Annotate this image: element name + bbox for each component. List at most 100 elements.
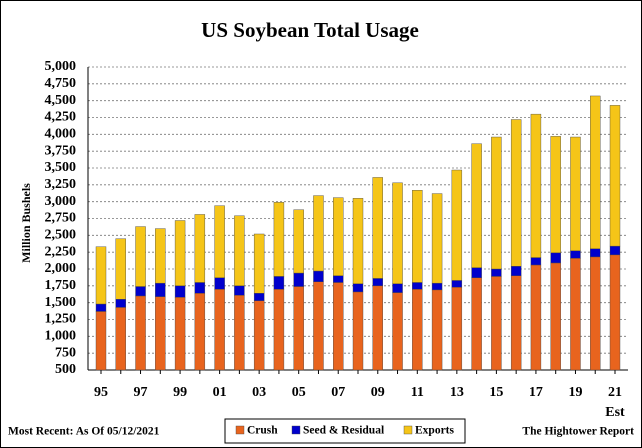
- bar-segment: [392, 283, 403, 293]
- bar-segment: [471, 143, 482, 268]
- bar-segment: [530, 113, 542, 258]
- bar-segment: [590, 256, 601, 371]
- x-tick-label: 17: [529, 385, 543, 400]
- bar-segment: [510, 275, 522, 371]
- x-tick-label: 15: [489, 385, 503, 400]
- bar-segment: [412, 289, 423, 371]
- bar-segment: [115, 299, 126, 308]
- x-tick-label: 95: [94, 385, 108, 400]
- y-tick-label: 2,250: [45, 244, 77, 259]
- legend-label: Crush: [247, 425, 278, 437]
- bar-segment: [550, 136, 561, 254]
- bar-segment: [352, 198, 364, 285]
- bar-segment: [491, 276, 502, 371]
- y-tick-label: 5,000: [45, 59, 77, 74]
- legend-swatch: [291, 425, 301, 435]
- bar-segment: [570, 250, 581, 259]
- bar-segment: [372, 177, 383, 279]
- y-tick-label: 4,500: [45, 93, 77, 108]
- x-tick-label: 01: [213, 385, 227, 400]
- x-tick-label: 07: [331, 385, 345, 400]
- x-tick-label: 05: [292, 385, 306, 400]
- y-tick-label: 500: [55, 362, 76, 377]
- bar-segment: [372, 285, 383, 371]
- bar-segment: [570, 258, 581, 371]
- bar-segment: [155, 282, 166, 297]
- bar-segment: [590, 248, 601, 258]
- bar-segment: [95, 246, 107, 305]
- bar-segment: [451, 286, 463, 371]
- bar-segment: [253, 293, 265, 301]
- bar-segment: [214, 277, 225, 290]
- bar-segment: [471, 267, 482, 278]
- y-tick-label: 3,000: [45, 194, 77, 209]
- bar-segment: [135, 295, 146, 371]
- bar-segment: [155, 228, 166, 284]
- bar-segment: [174, 220, 186, 287]
- bar-segment: [471, 277, 482, 371]
- x-tick-label: 21: [608, 385, 622, 400]
- bar-segment: [431, 282, 443, 291]
- x-tick-label: 11: [411, 385, 424, 400]
- bar-segment: [352, 291, 364, 371]
- bar-segment: [234, 295, 245, 371]
- y-tick-label: 4,250: [45, 110, 77, 125]
- bar-segment: [451, 169, 463, 281]
- bar-segment: [333, 275, 344, 283]
- bar-segment: [530, 257, 542, 266]
- x-tick-label: 03: [252, 385, 266, 400]
- y-tick-label: 3,500: [45, 160, 77, 175]
- x-annotation: Est: [605, 405, 625, 420]
- bar-segment: [95, 311, 107, 371]
- y-tick-label: 2,500: [45, 228, 77, 243]
- y-tick-label: 4,750: [45, 76, 77, 91]
- y-tick-label: 750: [55, 345, 76, 360]
- bar-segment: [293, 286, 304, 371]
- bar-segment: [214, 289, 225, 371]
- bar-segment: [115, 307, 126, 371]
- bar-segment: [392, 292, 403, 371]
- bar-segment: [372, 278, 383, 287]
- bar-segment: [313, 195, 324, 272]
- source: The Hightower Report: [522, 426, 634, 438]
- y-tick-label: 2,750: [45, 211, 77, 226]
- legend-swatch: [403, 425, 413, 435]
- bar-segment: [550, 262, 561, 371]
- chart-title: US Soybean Total Usage: [201, 18, 419, 42]
- bar-segment: [273, 289, 285, 371]
- bar-segment: [234, 215, 245, 287]
- y-tick-label: 1,000: [45, 329, 77, 344]
- bar-segment: [609, 254, 621, 371]
- bar-segment: [570, 136, 581, 252]
- bar-segment: [510, 119, 522, 267]
- x-tick-label: 97: [134, 385, 148, 400]
- y-tick-label: 1,750: [45, 278, 77, 293]
- bar-segment: [412, 190, 423, 283]
- legend-label: Seed & Residual: [303, 425, 384, 437]
- y-tick-label: 3,750: [45, 143, 77, 158]
- x-tick-label: 13: [450, 385, 464, 400]
- bar-segment: [253, 233, 265, 294]
- bar-segment: [293, 209, 304, 274]
- bar-segment: [194, 293, 206, 371]
- legend-box: [224, 418, 466, 444]
- bar-segment: [431, 193, 443, 284]
- bar-segment: [333, 197, 344, 276]
- legend-label: Exports: [415, 425, 455, 437]
- note: Most Recent: As Of 05/12/2021: [8, 426, 160, 438]
- y-tick-label: 1,250: [45, 312, 77, 327]
- bar-segment: [491, 136, 502, 270]
- bar-segment: [194, 214, 206, 283]
- y-axis-label: Million Bushels: [19, 183, 33, 263]
- bar-segment: [491, 268, 502, 277]
- bar-segment: [609, 245, 621, 256]
- bar-segment: [590, 95, 601, 249]
- legend-swatch: [235, 425, 245, 435]
- bar-segment: [550, 252, 561, 264]
- bar-segment: [174, 297, 186, 371]
- bar-segment: [135, 286, 146, 297]
- bar-segment: [273, 276, 285, 290]
- bar-segment: [510, 266, 522, 276]
